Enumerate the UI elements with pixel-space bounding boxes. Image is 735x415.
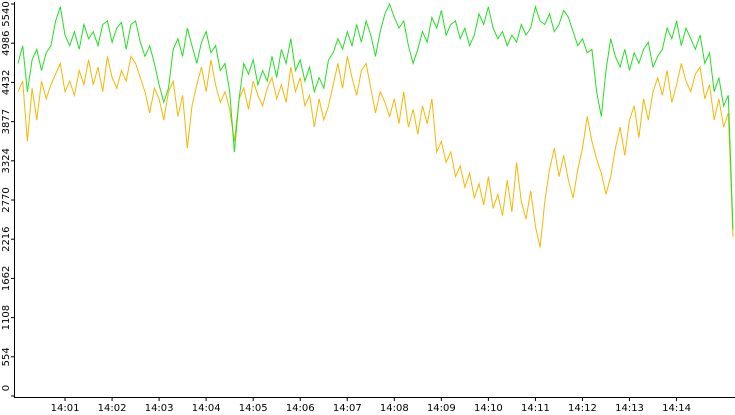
x-tick-label: 14:08 xyxy=(380,403,409,414)
x-tick-label: 14:10 xyxy=(474,403,503,414)
x-tick-label: 14:01 xyxy=(51,403,80,414)
x-tick-label: 14:14 xyxy=(662,403,691,414)
y-tick-label: 4986 xyxy=(1,30,12,55)
y-tick-label: 1662 xyxy=(1,266,12,291)
y-tick-label: 3324 xyxy=(1,148,12,173)
series-line xyxy=(17,2,734,230)
x-tick-label: 14:04 xyxy=(192,403,221,414)
y-tick-label: 2216 xyxy=(1,226,12,251)
y-tick-label: 1108 xyxy=(1,305,12,330)
x-tick-label: 14:02 xyxy=(98,403,127,414)
x-tick-label: 14:11 xyxy=(521,403,550,414)
x-tick-label: 14:06 xyxy=(286,403,315,414)
y-tick-label: 5540 xyxy=(1,1,12,26)
series-line xyxy=(17,55,734,248)
x-tick-label: 14:13 xyxy=(615,403,644,414)
x-tick-label: 14:12 xyxy=(568,403,597,414)
x-tick-label: 14:03 xyxy=(145,403,174,414)
y-tick-label: 0 xyxy=(1,385,12,391)
y-tick-label: 4432 xyxy=(1,70,12,95)
x-tick-label: 14:09 xyxy=(427,403,456,414)
y-tick-label: 3877 xyxy=(1,109,12,134)
x-tick-label: 14:05 xyxy=(239,403,268,414)
y-tick-label: 554 xyxy=(1,347,12,366)
x-tick-label: 14:07 xyxy=(333,403,362,414)
y-tick-label: 2770 xyxy=(1,187,12,212)
